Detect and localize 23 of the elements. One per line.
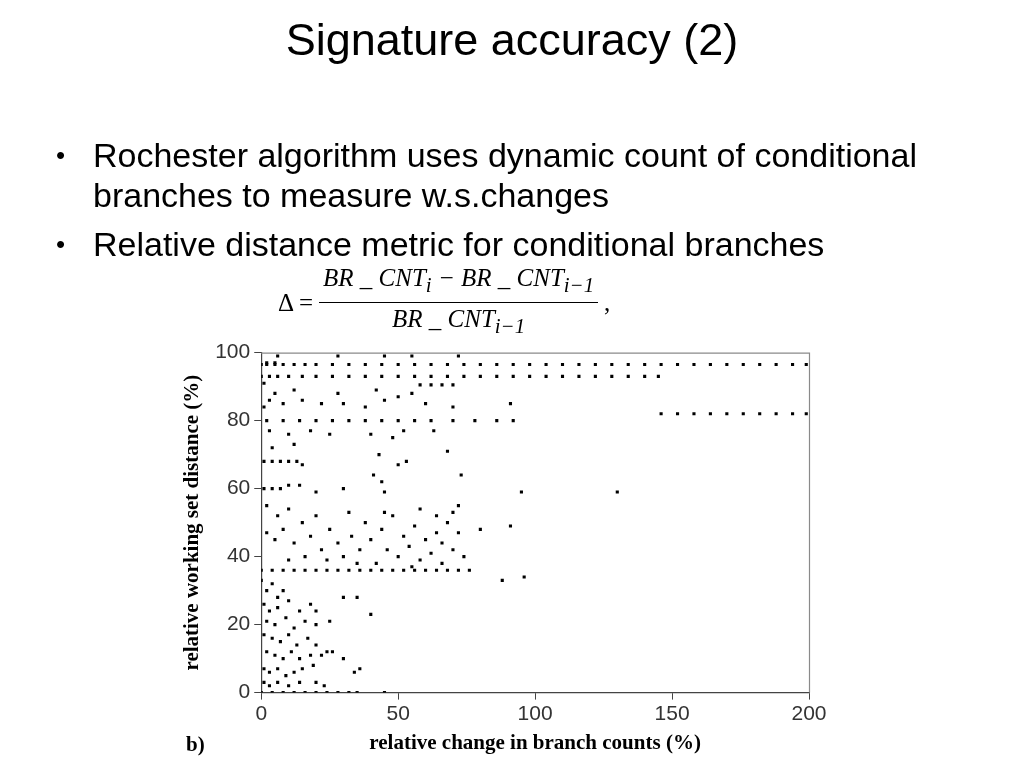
x-tick-label: 150 [654,701,690,724]
text: • [56,139,67,172]
text: Δ = [278,288,314,317]
y-axis-title: relative working set distance (%) [179,374,204,671]
y-tick-label: 80 [226,407,251,431]
chart-title: Signature accuracy (2) [284,13,740,67]
y-tick-label: 0 [238,679,251,703]
text: • [56,228,67,261]
text: BR _ CNT$_{i}$ − BR _ CNT$_{i−1}$ [319,263,599,303]
text: Rochester algorithm uses dynamic count of conditional branches to measure w.s.changes [93,135,918,215]
y-tick-label: 40 [226,543,251,567]
x-tick-label: 100 [517,701,553,724]
y-tick-label: 20 [226,611,251,635]
x-tick-label: 0 [255,701,268,724]
y-tick-label: 100 [215,339,251,363]
text: Relative distance metric for conditional branches [93,224,826,264]
text: b) [186,732,205,757]
text: , [604,288,611,317]
x-axis-title: relative change in branch counts (%) [369,729,701,754]
x-tick-label: 50 [386,701,410,724]
y-tick-label: 60 [226,475,251,499]
x-tick-label: 200 [791,701,827,724]
text: BR _ CNT$_{i−1}$ [392,304,526,340]
